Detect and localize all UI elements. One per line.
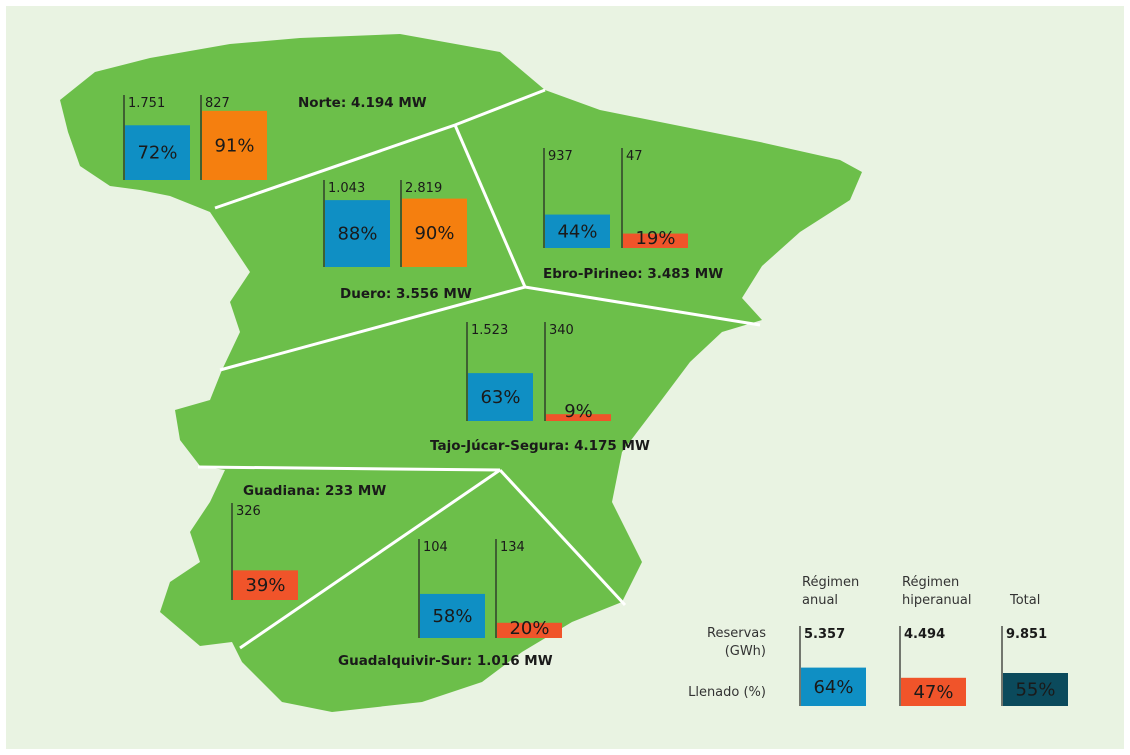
fill-label: 44% xyxy=(557,221,597,242)
legend-row-label: Llenado (%) xyxy=(688,685,766,700)
region-name: Ebro-Pirineo: 3.483 MW xyxy=(543,266,723,282)
region-borders xyxy=(197,88,761,650)
fill-label: 9% xyxy=(564,401,593,422)
legend-row-label: Reservas xyxy=(707,626,766,641)
fill-label: 88% xyxy=(337,224,377,245)
fill-bar xyxy=(623,233,688,248)
fill-label: 58% xyxy=(432,606,472,627)
spain-map xyxy=(60,34,862,712)
legend-header: Total xyxy=(1009,593,1040,608)
fill-label: 47% xyxy=(913,682,953,703)
fill-label: 90% xyxy=(414,223,454,244)
region-name: Tajo-Júcar-Segura: 4.175 MW xyxy=(430,438,650,454)
fill-bar xyxy=(233,570,298,600)
legend-header: anual xyxy=(802,593,838,608)
fill-bar xyxy=(801,667,866,706)
reserve-label: 340 xyxy=(549,323,574,338)
region-name: Guadalquivir-Sur: 1.016 MW xyxy=(338,653,553,669)
reserve-label: 5.357 xyxy=(804,627,845,642)
fill-bar xyxy=(468,373,533,421)
reserve-label: 9.851 xyxy=(1006,627,1047,642)
fill-label: 63% xyxy=(480,387,520,408)
fill-label: 55% xyxy=(1015,680,1055,701)
reserve-label: 134 xyxy=(500,540,525,555)
reserve-label: 47 xyxy=(626,149,643,164)
fill-bar xyxy=(402,198,467,267)
fill-bar xyxy=(420,593,485,638)
region-name: Duero: 3.556 MW xyxy=(340,286,472,302)
fill-label: 64% xyxy=(813,677,853,698)
fill-bar xyxy=(325,200,390,267)
fill-bar xyxy=(901,677,966,706)
reserve-label: 1.043 xyxy=(328,181,365,196)
region-name: Guadiana: 233 MW xyxy=(243,483,386,499)
legend-row-label: (GWh) xyxy=(725,644,766,659)
fill-label: 91% xyxy=(214,135,254,156)
reserve-label: 1.751 xyxy=(128,96,165,111)
legend-header: Régimen xyxy=(902,575,959,590)
reserve-label: 937 xyxy=(548,149,573,164)
fill-label: 20% xyxy=(509,618,549,639)
reserve-label: 1.523 xyxy=(471,323,508,338)
fill-bar xyxy=(1003,673,1068,706)
fill-bar xyxy=(497,622,562,638)
fill-bar xyxy=(545,214,610,248)
reserve-label: 4.494 xyxy=(904,627,945,642)
reserve-label: 104 xyxy=(423,540,448,555)
fill-label: 39% xyxy=(245,575,285,596)
fill-label: 72% xyxy=(137,143,177,164)
region-name: Norte: 4.194 MW xyxy=(298,95,427,111)
reserve-label: 326 xyxy=(236,504,261,519)
legend-header: hiperanual xyxy=(902,593,971,608)
fill-bar xyxy=(125,125,190,180)
fill-bar xyxy=(546,414,611,421)
legend-header: Régimen xyxy=(802,575,859,590)
fill-label: 19% xyxy=(635,228,675,249)
reserve-label: 2.819 xyxy=(405,181,442,196)
fill-bar xyxy=(202,110,267,180)
reserve-label: 827 xyxy=(205,96,230,111)
